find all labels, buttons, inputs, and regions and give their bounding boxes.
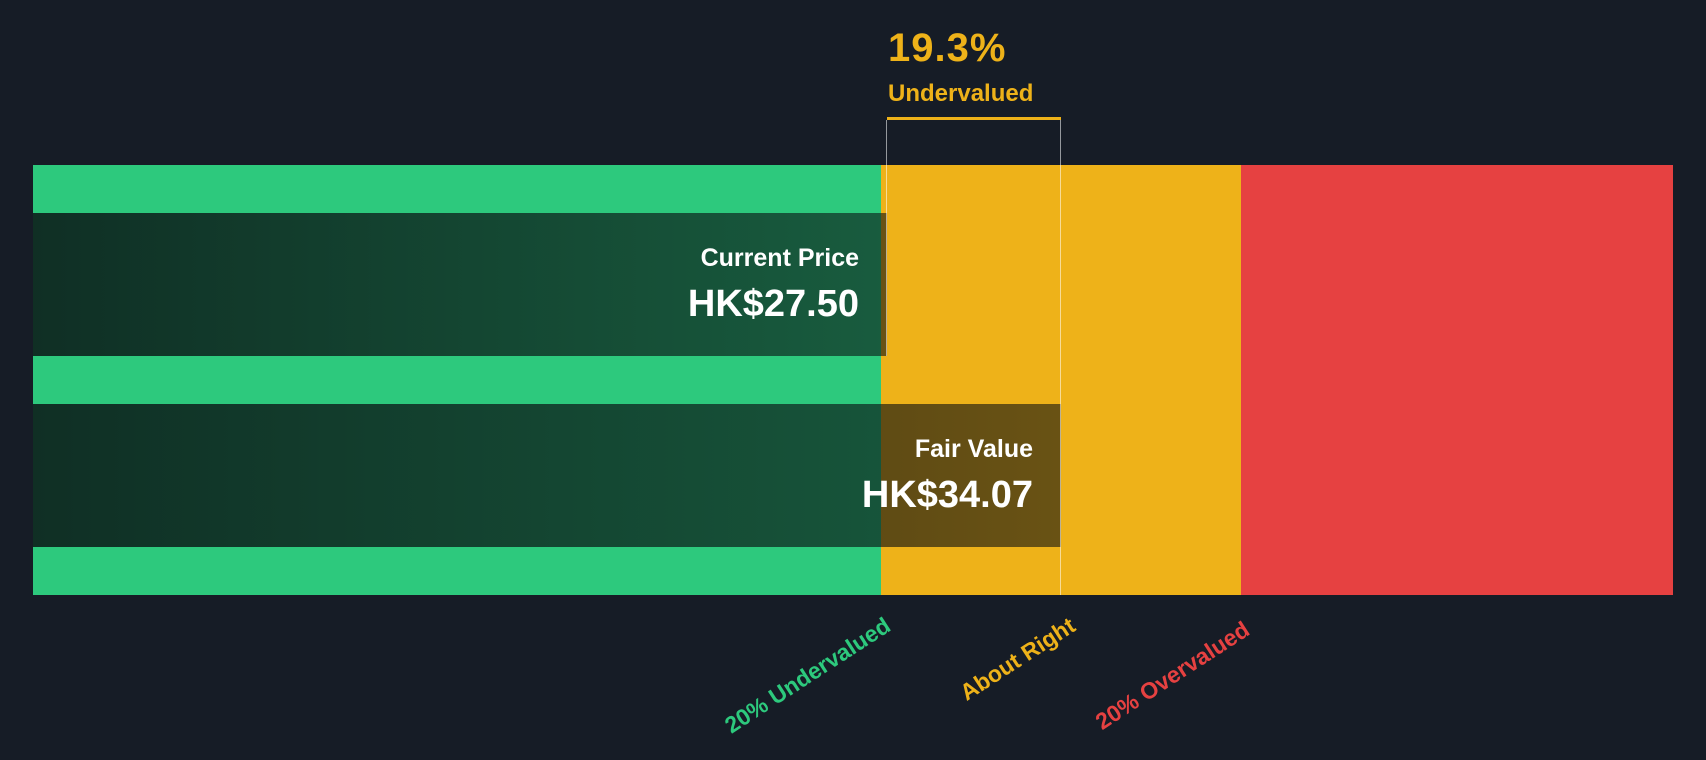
- axis-label-undervalued: 20% Undervalued: [720, 612, 896, 739]
- fair-value-value: HK$34.07: [861, 473, 1033, 516]
- chart-area: Current Price HK$27.50 Fair Value HK$34.…: [33, 165, 1673, 595]
- current-price-text: Current Price HK$27.50: [688, 244, 859, 326]
- current-price-label: Current Price: [700, 243, 859, 272]
- discount-annotation: 19.3% Undervalued: [888, 26, 1033, 108]
- current-price-marker-line: [886, 120, 887, 356]
- current-price-value: HK$27.50: [687, 282, 859, 325]
- fair-value-label: Fair Value: [914, 434, 1033, 463]
- axis-label-overvalued: 20% Overvalued: [1090, 616, 1255, 735]
- axis-label-about-right: About Right: [955, 612, 1081, 706]
- fair-value-marker-line: [1060, 120, 1061, 595]
- discount-bracket: [887, 117, 1061, 120]
- fair-value-text: Fair Value HK$34.07: [862, 435, 1033, 517]
- discount-label: Undervalued: [888, 80, 1034, 107]
- zone-overvalued: [1241, 165, 1673, 595]
- current-price-bar: Current Price HK$27.50: [33, 213, 887, 356]
- fair-value-bar: Fair Value HK$34.07: [33, 404, 1061, 547]
- discount-percent: 19.3%: [888, 26, 1007, 70]
